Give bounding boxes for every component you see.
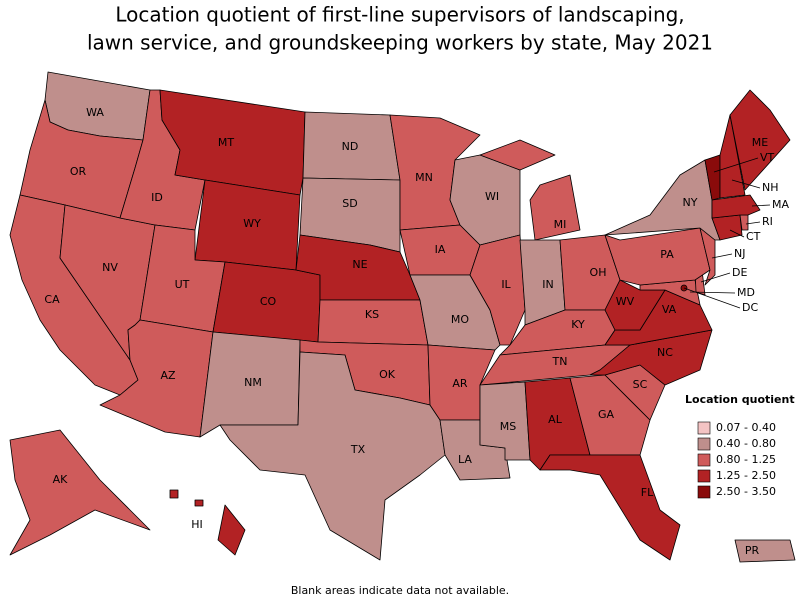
state-label: CA [44, 293, 60, 306]
state-label: DE [732, 266, 747, 279]
state [604, 159, 721, 241]
title-line: Location quotient of first-line supervis… [115, 3, 684, 27]
state-label: SD [342, 197, 357, 210]
state-label: WY [243, 217, 261, 230]
state-label: NH [762, 181, 779, 194]
legend-label: 0.80 - 1.25 [716, 453, 776, 466]
state-label: MD [737, 286, 755, 299]
state-label: PR [745, 544, 760, 557]
state-label: TN [552, 355, 568, 368]
legend: 0.07 - 0.40 0.40 - 0.80 0.80 - 1.25 1.25 - … [697, 421, 776, 499]
state-label: ND [342, 140, 359, 153]
state-label: IA [435, 243, 446, 256]
state-label: ME [752, 136, 768, 149]
state-label: KY [571, 318, 585, 331]
leader-line [731, 179, 761, 189]
legend-label: 2.50 - 3.50 [716, 485, 776, 498]
state [729, 89, 791, 191]
state-label: AR [452, 377, 468, 390]
state-label: AZ [160, 369, 176, 382]
state-label: ID [151, 191, 163, 204]
state-label: LA [458, 453, 472, 466]
state-label: MI [554, 218, 567, 231]
state-label: VA [662, 303, 677, 316]
state-label: AK [53, 473, 69, 486]
state-label: UT [175, 278, 190, 291]
state [479, 139, 581, 241]
state [569, 374, 651, 456]
leader-line [729, 229, 745, 238]
state-label: SC [633, 378, 648, 391]
state-label: WV [616, 295, 635, 308]
leader-line [700, 272, 731, 283]
state [539, 454, 681, 561]
state-label: FL [641, 486, 654, 499]
state-label: MT [218, 136, 234, 149]
state-label: TX [350, 443, 366, 456]
state-label: IN [542, 278, 553, 291]
state-label: PA [660, 248, 674, 261]
note: Blank areas indicate data not available. [291, 584, 509, 597]
state-label: NJ [734, 247, 745, 260]
state-label: AL [548, 413, 563, 426]
state [604, 227, 711, 286]
legend-swatch [697, 485, 711, 499]
state-label: MA [772, 198, 789, 211]
legend-swatch [697, 421, 711, 435]
leader-line [689, 291, 736, 294]
state [219, 351, 446, 561]
state [734, 539, 796, 563]
state-label: MS [500, 420, 516, 433]
state [317, 299, 429, 346]
state-label: OK [379, 368, 396, 381]
states [9, 71, 796, 563]
state-label: MO [451, 313, 469, 326]
state-label: NV [102, 261, 118, 274]
state-label: GA [598, 408, 615, 421]
state-label: CT [746, 230, 761, 243]
leader-line [711, 253, 733, 259]
legend-swatch [697, 453, 711, 467]
state-label: RI [762, 215, 773, 228]
legend-title: Location quotient [685, 393, 795, 406]
state-label: OR [70, 165, 87, 178]
title-line: lawn service, and groundskeeping workers… [87, 31, 713, 55]
legend-label: 0.40 - 0.80 [716, 437, 776, 450]
state-label: HI [191, 518, 203, 531]
state-label: CO [260, 295, 277, 308]
state-labels: WA OR CA NV ID MT WY UT AZ CO NM ND SD NE KS OK TX MN IA MO… [44, 106, 789, 557]
state [711, 194, 761, 219]
state [169, 489, 246, 556]
state-label: NE [352, 258, 367, 271]
state-label: OH [590, 266, 607, 279]
legend-swatch [697, 469, 711, 483]
leader-line [745, 221, 761, 225]
state-label: KS [365, 308, 379, 321]
legend-label: 0.07 - 0.40 [716, 421, 776, 434]
leader-line [751, 204, 771, 207]
state-label: NM [244, 376, 262, 389]
state [9, 429, 151, 556]
state-label: NC [657, 346, 673, 359]
state-label: WA [86, 106, 104, 119]
legend-swatch [697, 437, 711, 451]
leader-line [713, 157, 759, 173]
legend-label: 1.25 - 2.50 [716, 469, 776, 482]
state-label: VT [760, 151, 775, 164]
state [589, 329, 713, 386]
state-label: MN [415, 171, 433, 184]
state-label: DC [742, 301, 758, 314]
state-label: NY [683, 196, 698, 209]
state-label: IL [501, 278, 511, 291]
state-label: WI [485, 190, 499, 203]
state [719, 114, 746, 199]
leader-line [683, 287, 741, 309]
